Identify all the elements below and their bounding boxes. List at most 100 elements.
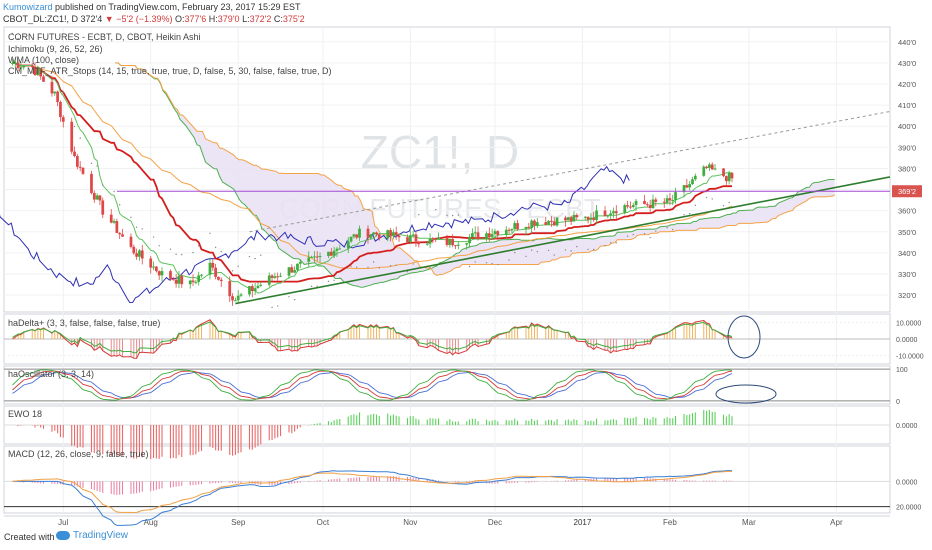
price-tick-label: 440'0	[898, 38, 916, 47]
candle-body	[39, 69, 43, 77]
atr-stop-dot	[705, 196, 708, 199]
haosc-red-line	[12, 370, 733, 400]
x-tick-label: Dec	[488, 518, 502, 527]
x-tick-label: Apr	[830, 518, 843, 527]
candle-body	[623, 205, 627, 214]
atr-stop-dot	[277, 305, 279, 307]
x-tick-label: Nov	[403, 518, 417, 527]
candle-body	[349, 236, 353, 242]
candle-body	[208, 262, 212, 275]
atr-stop-dot	[271, 306, 273, 309]
pane-frame-macd	[3, 445, 891, 514]
candle-body	[496, 231, 500, 235]
atr-stop-dot	[316, 285, 318, 287]
atr-stop-dot	[79, 137, 81, 139]
candle-body	[510, 229, 514, 231]
atr-stop-dot	[169, 248, 172, 250]
atr-stop-dot	[90, 162, 93, 165]
candle-body	[352, 234, 356, 237]
candle-body	[152, 266, 155, 268]
candle-body	[30, 65, 34, 68]
x-tick-label: Oct	[317, 518, 330, 527]
ichimoku-label[interactable]: Ichimoku (9, 26, 52, 26)	[8, 44, 103, 54]
candle-body	[516, 223, 519, 230]
high-value: 379'0	[217, 14, 240, 24]
price-tick-label: 320'0	[898, 291, 916, 300]
candle-body	[290, 267, 294, 273]
atr-stop-dot	[666, 227, 668, 229]
candle-body	[231, 296, 234, 301]
macd-label[interactable]: MACD (12, 26, close, 9, false, true)	[8, 449, 149, 459]
atr-stop-dot	[152, 236, 155, 238]
down-arrow-icon: ▼	[104, 14, 114, 24]
candle-body	[583, 216, 587, 218]
candle-body	[42, 76, 45, 82]
candle-body	[614, 211, 618, 214]
candle-body	[445, 237, 449, 245]
macd-tick-label: 0.0000	[896, 479, 918, 486]
candle-body	[702, 166, 706, 176]
candle-body	[414, 234, 418, 242]
last-price: 372'4	[80, 14, 103, 24]
candle-body	[668, 198, 672, 201]
candle-body	[448, 238, 452, 245]
atr-stop-dot	[260, 254, 262, 256]
candle-body	[592, 217, 596, 220]
candle-body	[157, 271, 161, 276]
atr-stop-dot	[17, 37, 19, 40]
candle-body	[273, 276, 277, 278]
x-tick-label: 2017	[574, 518, 592, 527]
atr-stops-label[interactable]: CM_MTF_ATR_Stops (14, 15, true, true, tr…	[8, 66, 332, 76]
candle-body	[476, 232, 480, 240]
ewo-label[interactable]: EWO 18	[8, 409, 43, 419]
haosc-label[interactable]: haOscillator (3, 3, 14)	[8, 369, 95, 379]
atr-stop-dot	[530, 249, 533, 251]
candle-body	[688, 184, 692, 188]
atr-stop-dot	[412, 263, 414, 265]
candle-body	[197, 275, 201, 282]
price-tick-label: 390'0	[898, 143, 916, 152]
tradingview-logo[interactable]: TradingView	[56, 530, 128, 541]
candle-body	[643, 200, 646, 205]
candle-body	[527, 226, 531, 228]
ichimoku-cloud	[115, 62, 835, 288]
atr-stop-dot	[643, 233, 646, 235]
low-label: L:	[242, 14, 250, 24]
haosc-green-line	[12, 369, 733, 401]
candle-body	[724, 176, 728, 182]
candle-body	[437, 237, 440, 240]
candle-body	[544, 222, 548, 225]
candle-body	[705, 166, 708, 168]
haosc-highlight-ellipse	[715, 384, 777, 404]
hadelta-label[interactable]: haDelta+ (3, 3, false, false, false, tru…	[8, 318, 161, 328]
candle-body	[346, 241, 350, 249]
series-title[interactable]: CORN FUTURES - ECBT, D, CBOT, Heikin Ash…	[8, 32, 201, 42]
candle-body	[369, 234, 373, 238]
candle-body	[171, 278, 175, 280]
hadelta-signal-line	[12, 321, 733, 354]
price-tick-label: 350'0	[898, 228, 916, 237]
candle-body	[270, 275, 274, 278]
candle-body	[217, 276, 220, 280]
candle-body	[645, 204, 649, 206]
atr-stop-dot	[711, 198, 713, 200]
open-value: 377'6	[184, 14, 207, 24]
candle-body	[566, 217, 570, 221]
candle-body	[552, 221, 556, 226]
candle-body	[191, 280, 195, 283]
atr-stop-dot	[570, 250, 572, 252]
candle-body	[115, 221, 119, 233]
candle-body	[654, 199, 658, 202]
candle-body	[59, 101, 62, 118]
candle-body	[287, 267, 291, 276]
author-name[interactable]: Kumowizard	[3, 2, 53, 12]
candle-body	[318, 256, 322, 258]
candle-body	[595, 210, 598, 220]
atr-stop-dot	[141, 228, 143, 230]
candle-body	[160, 271, 164, 276]
atr-stop-dot	[378, 267, 380, 269]
candle-body	[634, 200, 638, 206]
candle-body	[408, 235, 412, 243]
wma-label[interactable]: WMA (100, close)	[8, 55, 80, 65]
